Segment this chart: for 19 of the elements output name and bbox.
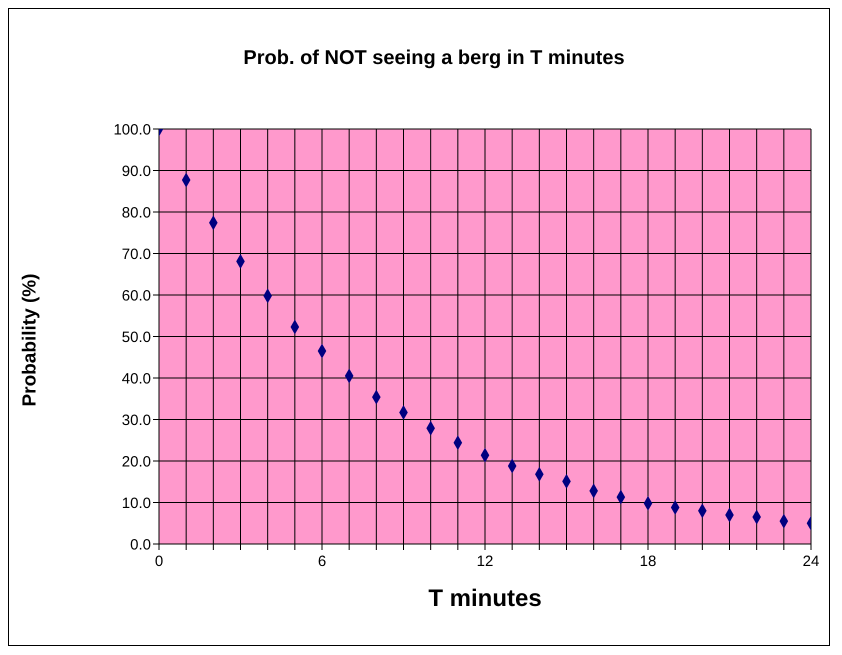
y-tick-label: 40.0 xyxy=(122,370,151,388)
y-axis-title: Probability (%) xyxy=(20,273,41,406)
x-tick-label: 24 xyxy=(802,553,820,570)
y-tick-label: 70.0 xyxy=(122,246,151,263)
y-tick-label: 90.0 xyxy=(122,162,151,180)
x-tick-label: 6 xyxy=(318,553,326,570)
y-tick-label: 50.0 xyxy=(122,328,151,346)
y-tick-label: 10.0 xyxy=(122,494,151,512)
y-tick-label: 0.0 xyxy=(130,536,151,554)
x-tick-label: 18 xyxy=(640,553,656,570)
y-tick-label: 100.0 xyxy=(113,121,151,138)
x-axis-title: T minutes xyxy=(428,585,542,612)
y-tick-label: 20.0 xyxy=(122,453,151,470)
chart-title: Prob. of NOT seeing a berg in T minutes xyxy=(242,46,626,71)
y-tick-label: 60.0 xyxy=(122,287,151,304)
y-tick-label: 30.0 xyxy=(122,412,151,429)
x-tick-label: 12 xyxy=(476,553,494,570)
y-tick-label: 80.0 xyxy=(122,204,151,222)
x-tick-label: 0 xyxy=(154,553,164,570)
